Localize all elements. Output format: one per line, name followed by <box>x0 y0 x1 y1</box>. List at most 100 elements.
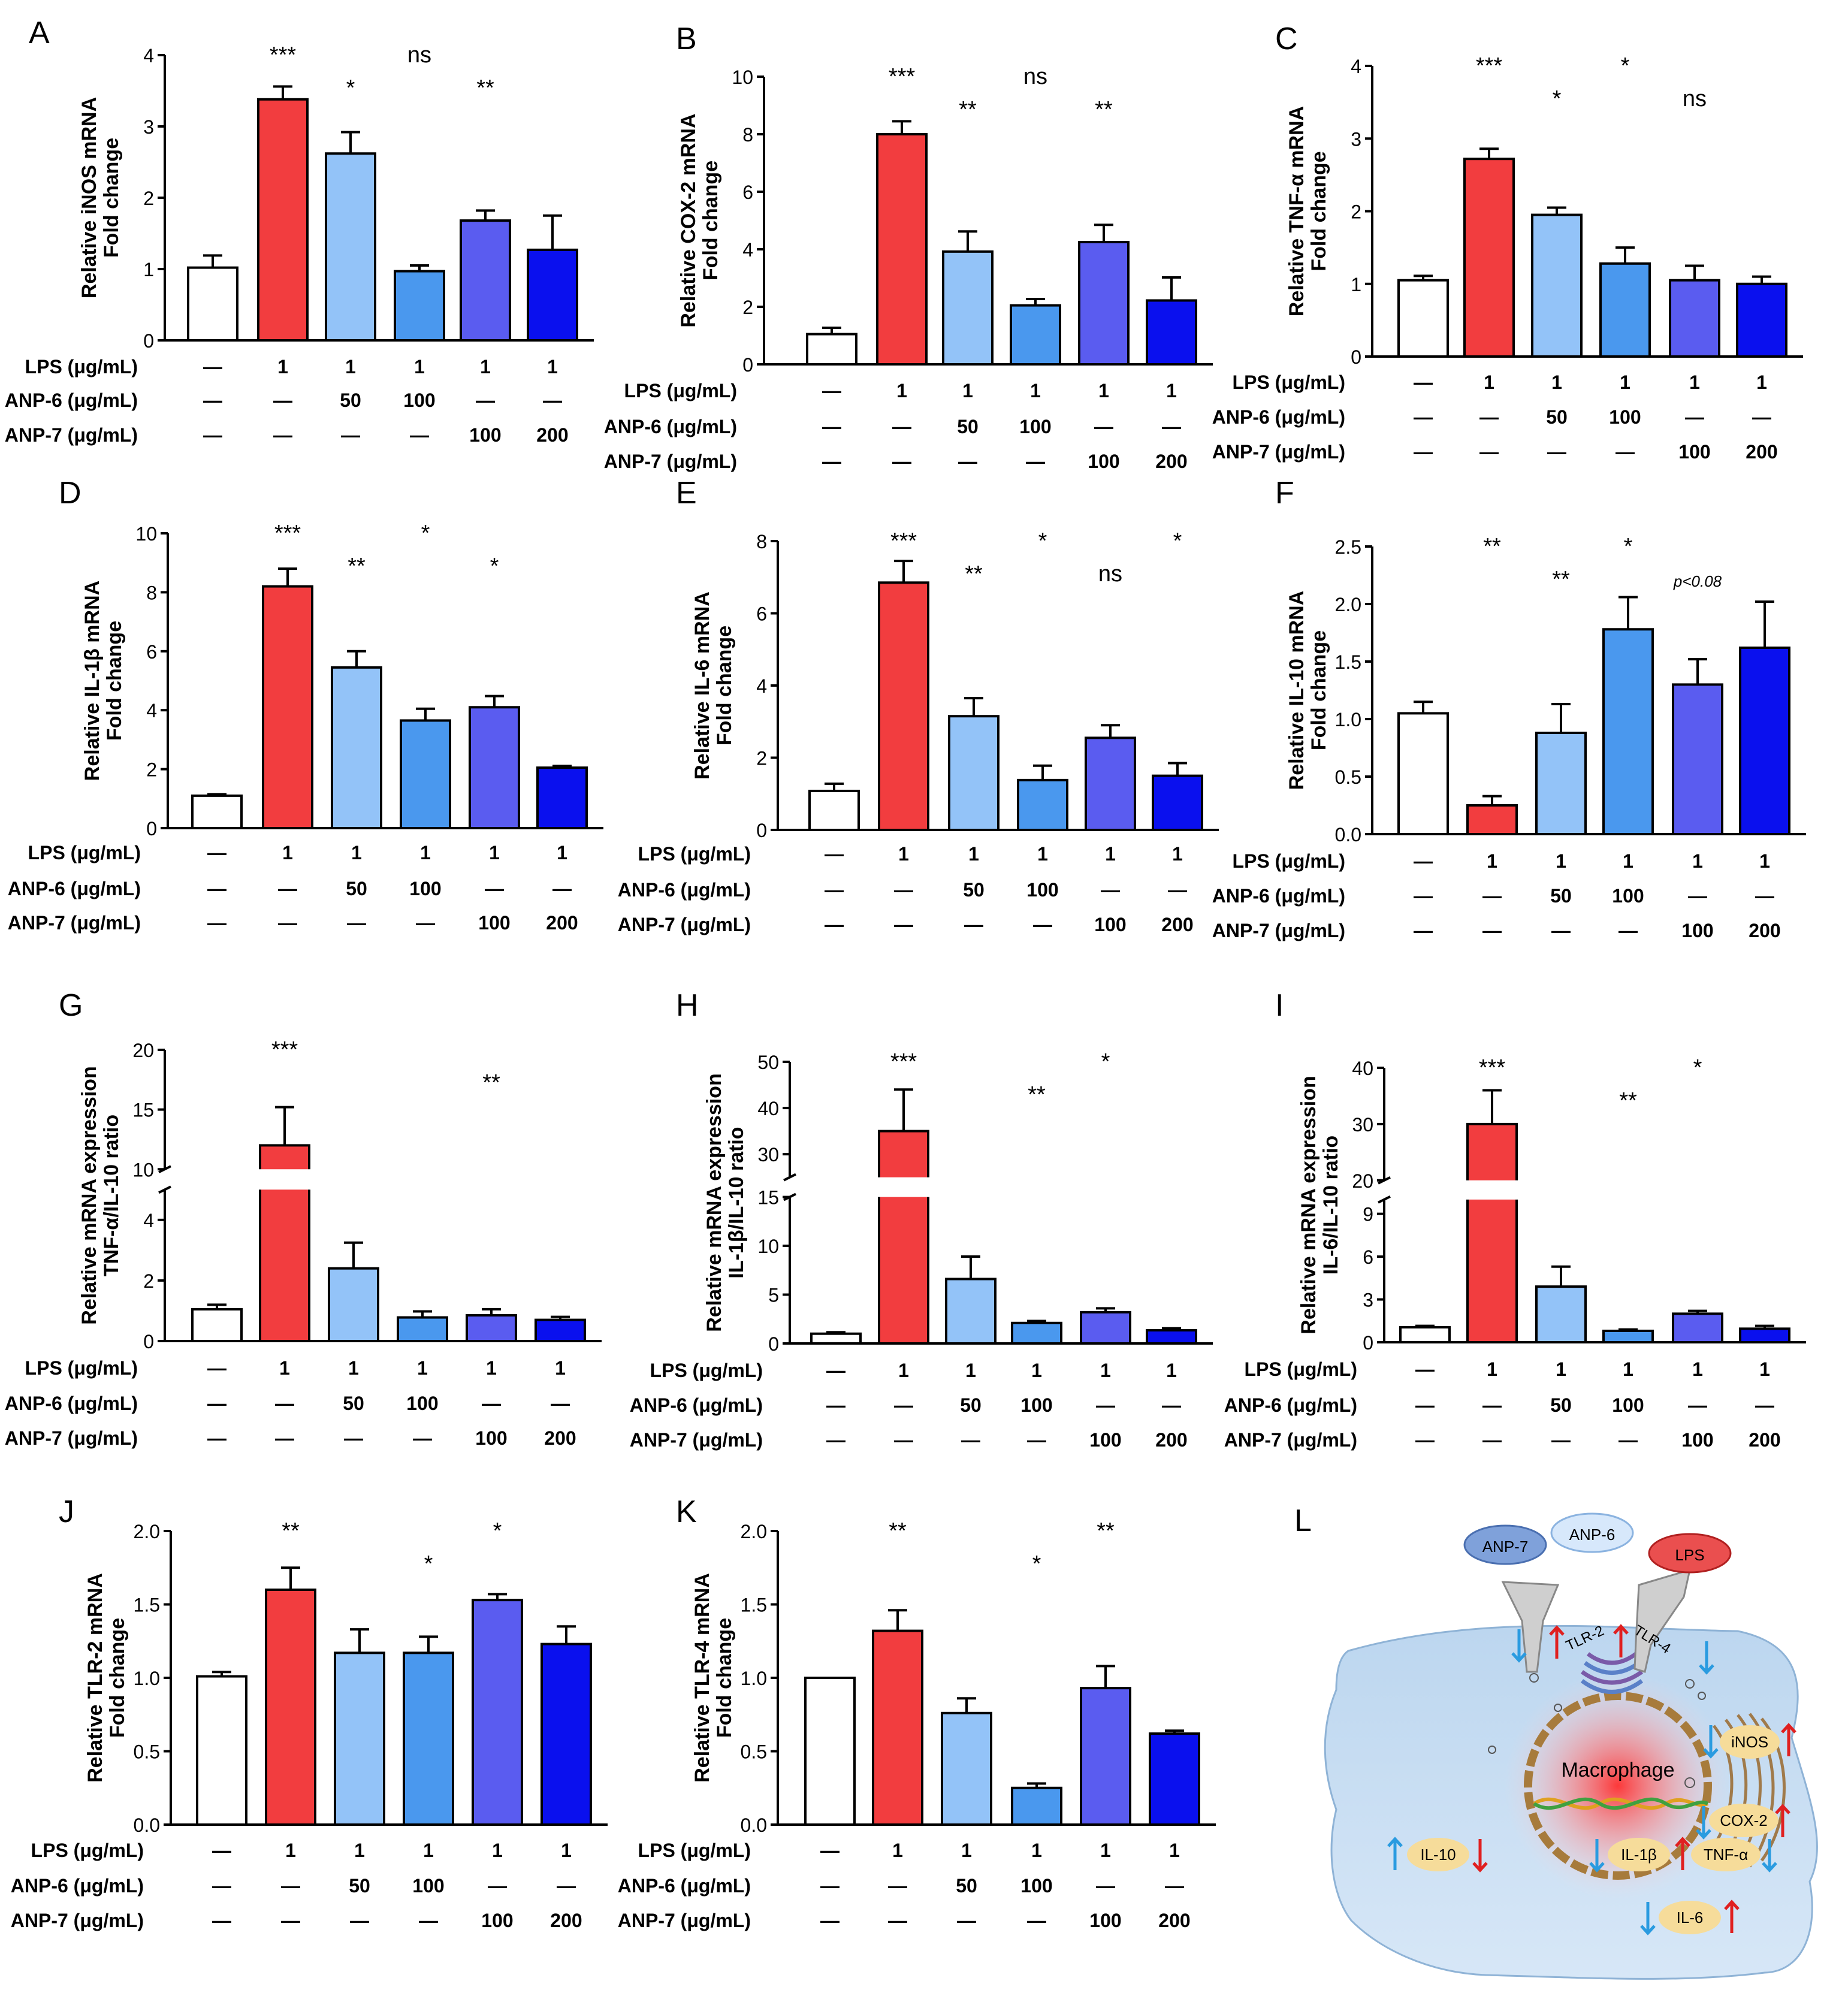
bar-group-6 <box>1739 646 1790 835</box>
row-cell: 1 <box>1759 850 1770 872</box>
arrow-head-down <box>1511 1652 1527 1663</box>
row-label: LPS (μg/mL) <box>25 356 138 378</box>
y-tick-label: 0.0 <box>1335 824 1361 846</box>
row-cell: — <box>888 1910 907 1931</box>
row-cell: 200 <box>1161 914 1193 935</box>
row-cell: 1 <box>965 1360 976 1381</box>
panel-letter-c: C <box>1275 22 1298 56</box>
row-cell: 50 <box>956 1875 977 1897</box>
y-tick-label: 15 <box>757 1187 779 1209</box>
row-cell: — <box>476 389 495 411</box>
row-cell: — <box>1618 1429 1638 1451</box>
row-cell: 1 <box>1031 1360 1042 1381</box>
y-axis-label: Relative IL-6 mRNA <box>691 591 714 780</box>
bar-group-5 <box>1669 279 1720 358</box>
row-cell: — <box>822 380 841 401</box>
y-axis-label: IL-6/IL-10 ratio <box>1319 1136 1342 1275</box>
bar-group-2 <box>878 581 929 831</box>
row-cell: — <box>1027 1429 1046 1451</box>
significance-label: ns <box>1683 86 1707 111</box>
row-cell: 200 <box>1158 1910 1190 1931</box>
row-cell: 1 <box>1105 843 1116 865</box>
row-cell: — <box>275 1427 294 1449</box>
bar-group-5 <box>1080 1687 1131 1826</box>
row-cell: — <box>1415 1429 1435 1451</box>
arrow-head-up <box>1613 1624 1629 1635</box>
row-label: ANP-6 (μg/mL) <box>1212 885 1345 907</box>
panel-letter-d: D <box>59 476 81 511</box>
row-cell: — <box>826 1429 846 1451</box>
row-cell: — <box>1168 879 1187 901</box>
row-cell: 1 <box>547 356 558 378</box>
significance-label: ** <box>889 1518 907 1544</box>
bar-group-3 <box>941 1711 992 1826</box>
bar-group-4 <box>1017 778 1068 831</box>
y-tick-label: 1.5 <box>134 1595 160 1616</box>
row-cell: 200 <box>1746 441 1777 463</box>
bar-group-2 <box>1463 158 1515 358</box>
row-cell: — <box>488 1875 507 1897</box>
bar-group-6 <box>535 1318 586 1342</box>
significance-label: * <box>424 1551 433 1577</box>
row-label: ANP-7 (μg/mL) <box>618 914 751 935</box>
vesicles <box>1488 1673 1706 1788</box>
arrow-head-down <box>1472 1862 1488 1873</box>
y-axis-label: Fold change <box>699 161 722 280</box>
arrow-head-down <box>1762 1862 1777 1873</box>
row-cell: 1 <box>1623 850 1633 872</box>
row-cell: — <box>1551 1429 1571 1451</box>
row-cell: — <box>961 1429 980 1451</box>
row-label: ANP-7 (μg/mL) <box>5 1427 138 1449</box>
row-cell: 1 <box>1098 380 1109 401</box>
row-label: ANP-7 (μg/mL) <box>1212 441 1345 463</box>
y-axis-label: Fold change <box>100 138 123 258</box>
y-tick-label: 20 <box>1352 1170 1373 1192</box>
marker-cox2: COX-2 <box>1720 1811 1767 1829</box>
row-cell: — <box>557 1875 576 1897</box>
row-cell: 1 <box>1037 843 1048 865</box>
y-tick-label: 50 <box>757 1052 779 1073</box>
panel-i: I 0 3 6 9 20 30 40 Relative mRNA expression IL-6/… <box>1224 988 1806 1451</box>
bar-group-2 <box>876 133 928 366</box>
row-cell: — <box>825 879 844 901</box>
row-label: ANP-6 (μg/mL) <box>630 1394 763 1416</box>
marker-inos-pill <box>1720 1725 1780 1759</box>
y-tick-label: 30 <box>757 1144 779 1165</box>
row-cell: — <box>278 878 297 899</box>
significance-label: * <box>1624 534 1633 559</box>
row-cell: — <box>1414 885 1433 907</box>
row-label: LPS (μg/mL) <box>624 380 737 401</box>
row-cell: — <box>413 1427 432 1449</box>
row-cell: — <box>485 878 504 899</box>
row-cell: — <box>203 424 222 446</box>
row-cell: — <box>341 424 360 446</box>
row-cell: 1 <box>480 356 491 378</box>
y-tick-label: 10 <box>132 1159 154 1180</box>
y-tick-label: 1.0 <box>741 1668 767 1689</box>
row-cell: 100 <box>1020 1394 1052 1416</box>
row-cell: — <box>1755 1394 1774 1416</box>
bar-group-6 <box>536 766 588 830</box>
y-tick-label: 8 <box>756 531 767 552</box>
row-cell: 50 <box>960 1394 982 1416</box>
y-tick-label: 0.0 <box>741 1814 767 1836</box>
row-label: ANP-7 (μg/mL) <box>11 1910 144 1931</box>
significance-label: ** <box>1028 1082 1046 1107</box>
bar-group-4 <box>1011 1321 1062 1345</box>
row-cell: — <box>207 842 227 863</box>
row-cell: — <box>820 1875 840 1897</box>
ligand-anp6-ellipse <box>1550 1512 1634 1553</box>
bar-group-3 <box>334 1651 385 1826</box>
bar-group-3 <box>942 250 994 366</box>
row-cell: — <box>1415 1358 1435 1380</box>
significance-label: ** <box>959 97 977 122</box>
row-cell: 200 <box>1155 1429 1187 1451</box>
y-axis-label: Relative mRNA expression <box>1297 1076 1320 1334</box>
row-cell: 50 <box>346 878 367 899</box>
marker-cox2-pill <box>1709 1804 1778 1837</box>
significance-label: ** <box>1097 1518 1115 1544</box>
significance-label: ** <box>1095 97 1113 122</box>
bar-group-6 <box>1146 1329 1197 1345</box>
y-tick-label: 3 <box>1351 128 1361 150</box>
